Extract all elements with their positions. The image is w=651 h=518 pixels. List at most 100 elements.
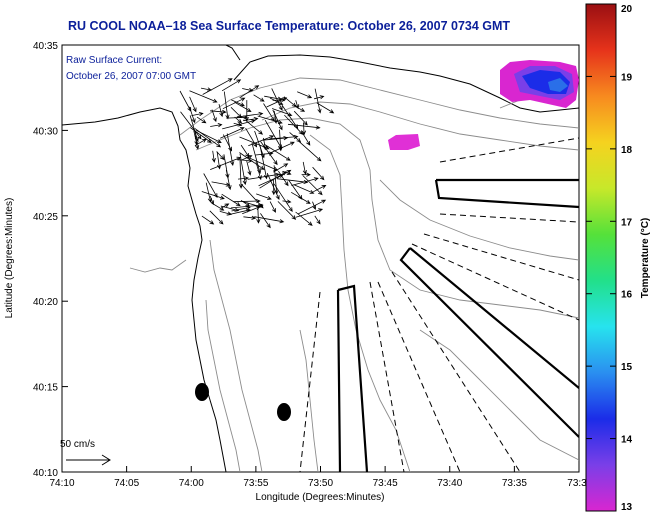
current-vector bbox=[205, 182, 212, 203]
sst-patch-offshore bbox=[388, 134, 420, 150]
station-marker bbox=[277, 403, 291, 421]
station-marker bbox=[195, 383, 209, 401]
bathymetry-contours bbox=[129, 77, 579, 472]
current-vector bbox=[316, 102, 335, 114]
coastline-north bbox=[233, 54, 579, 113]
current-vector bbox=[260, 141, 278, 166]
current-vector bbox=[260, 213, 271, 229]
current-vector bbox=[264, 119, 283, 150]
current-vector bbox=[210, 123, 223, 128]
current-vector bbox=[273, 163, 289, 173]
current-vector bbox=[223, 154, 230, 179]
current-vector bbox=[245, 120, 264, 135]
current-vector bbox=[301, 122, 307, 136]
transect-lines bbox=[299, 137, 579, 472]
current-vector bbox=[255, 151, 274, 156]
current-vector bbox=[312, 201, 317, 211]
scale-arrow bbox=[66, 454, 111, 466]
colorbar-tick-label: 13 bbox=[621, 502, 633, 513]
current-vector bbox=[233, 199, 261, 204]
current-vector bbox=[221, 79, 242, 92]
current-vector bbox=[269, 201, 276, 213]
colorbar-tick-label: 18 bbox=[621, 145, 633, 156]
current-vector bbox=[196, 116, 207, 124]
current-vector bbox=[222, 134, 233, 152]
x-tick-label: 74:05 bbox=[114, 478, 139, 489]
current-vector bbox=[201, 191, 225, 200]
current-vector bbox=[302, 132, 311, 146]
current-vector bbox=[209, 210, 224, 225]
current-vector bbox=[295, 211, 313, 226]
current-vector bbox=[314, 95, 325, 100]
current-vector bbox=[239, 153, 247, 186]
current-vector bbox=[231, 99, 245, 107]
x-tick-label: 73:55 bbox=[243, 478, 268, 489]
colorbar-tick-label: 14 bbox=[621, 435, 633, 446]
current-vector bbox=[255, 161, 262, 181]
current-vector bbox=[179, 90, 192, 112]
current-vector bbox=[242, 87, 254, 92]
colorbar-label: Temperature (°C) bbox=[640, 218, 651, 299]
current-vector bbox=[263, 143, 291, 161]
x-axis-ticks: 74:10 74:05 74:00 73:55 73:50 73:45 73:40 73:35… bbox=[49, 466, 587, 489]
current-vector bbox=[191, 112, 204, 117]
current-vector bbox=[237, 176, 249, 181]
scale-label: 50 cm/s bbox=[60, 439, 95, 450]
current-vector bbox=[257, 115, 283, 125]
colorbar-tick-label: 15 bbox=[621, 362, 633, 373]
x-tick-label: 73:45 bbox=[373, 478, 398, 489]
current-vector bbox=[243, 215, 257, 220]
y-axis-label: Latitude (Degrees:Minutes) bbox=[4, 198, 15, 319]
current-vector bbox=[271, 88, 283, 111]
current-vector bbox=[282, 199, 292, 204]
x-tick-label: 73:35 bbox=[502, 478, 527, 489]
current-vector bbox=[297, 91, 313, 99]
current-vector bbox=[272, 97, 286, 103]
current-vector bbox=[269, 97, 284, 105]
current-vector bbox=[269, 134, 299, 140]
current-vector bbox=[221, 193, 241, 207]
current-vector bbox=[253, 94, 265, 102]
current-vector bbox=[233, 122, 243, 127]
current-vector bbox=[293, 110, 308, 126]
x-tick-label: 73:40 bbox=[437, 478, 462, 489]
current-vector bbox=[202, 78, 233, 95]
current-vector bbox=[302, 175, 323, 196]
y-tick-label: 40:20 bbox=[33, 297, 58, 308]
colorbar-ticks: 13 14 15 16 17 18 19 20 bbox=[586, 3, 633, 513]
current-vector bbox=[230, 107, 242, 119]
current-vector bbox=[290, 191, 311, 204]
y-tick-label: 40:10 bbox=[33, 468, 58, 479]
current-vector bbox=[241, 155, 253, 161]
current-vector bbox=[246, 160, 252, 176]
current-vector bbox=[256, 193, 272, 200]
current-vector bbox=[293, 184, 315, 194]
current-vector bbox=[244, 100, 249, 122]
current-label-line2: October 26, 2007 07:00 GMT bbox=[66, 71, 196, 82]
y-tick-label: 40:35 bbox=[33, 41, 58, 52]
current-vector bbox=[254, 216, 285, 224]
y-tick-label: 40:25 bbox=[33, 212, 58, 223]
current-vector bbox=[222, 97, 246, 110]
current-vector bbox=[313, 184, 327, 193]
current-vector bbox=[209, 195, 215, 206]
current-vector bbox=[276, 178, 309, 184]
plot-frame bbox=[61, 44, 580, 473]
coastline bbox=[62, 107, 227, 472]
current-vector bbox=[314, 215, 321, 225]
current-vector bbox=[245, 127, 258, 148]
current-vector bbox=[302, 161, 307, 175]
current-vector bbox=[221, 203, 230, 209]
colorbar-tick-label: 16 bbox=[621, 290, 633, 301]
current-vector bbox=[266, 172, 280, 200]
current-vector bbox=[216, 151, 225, 161]
sst-patch-northeast bbox=[500, 60, 579, 108]
current-vector bbox=[193, 130, 200, 150]
colorbar-tick-label: 19 bbox=[621, 72, 633, 83]
x-tick-label: 74:10 bbox=[49, 478, 74, 489]
current-vector bbox=[200, 87, 213, 92]
x-tick-label: 74:00 bbox=[179, 478, 204, 489]
current-vector bbox=[219, 211, 233, 216]
current-vector bbox=[314, 88, 322, 114]
current-vector bbox=[211, 181, 231, 187]
